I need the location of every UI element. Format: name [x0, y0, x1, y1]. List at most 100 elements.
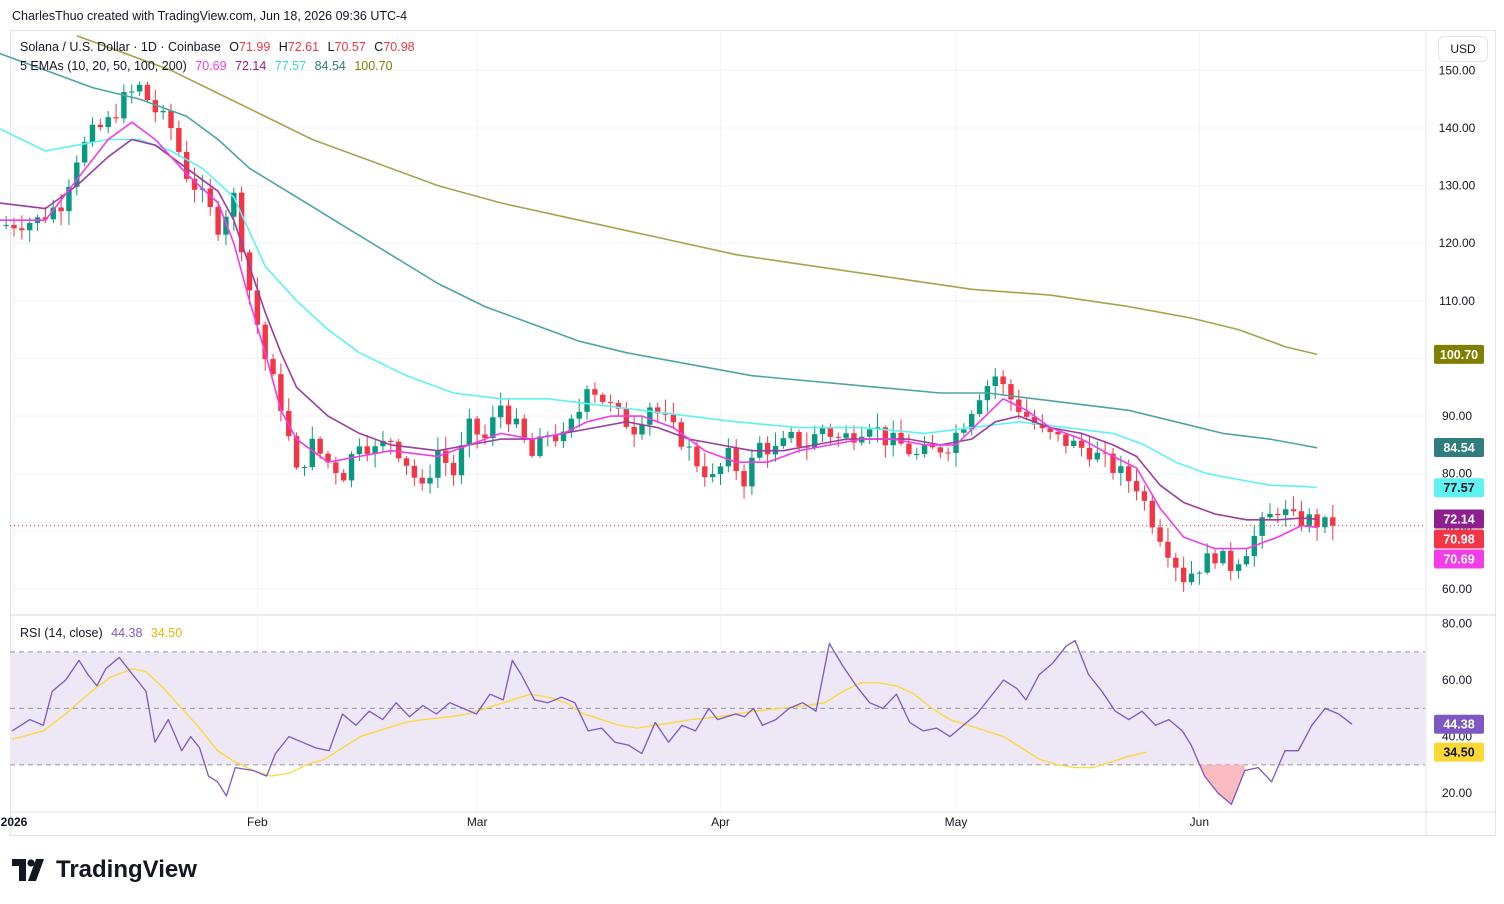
candle-body [427, 477, 433, 484]
candle-body [592, 389, 598, 395]
price-tick-label: 140.00 [1439, 121, 1476, 135]
candle-body [144, 84, 151, 101]
candle-body [380, 440, 386, 447]
candle-body [152, 100, 158, 113]
candle-body [482, 434, 488, 439]
candle-body [317, 438, 323, 454]
candle-body [1094, 452, 1100, 460]
price-tick-label: 90.00 [1442, 409, 1472, 423]
candle-body [97, 124, 104, 128]
chart-frame [10, 30, 1496, 836]
candle-body [607, 401, 614, 403]
candle-body [505, 405, 512, 425]
candle-body [1102, 452, 1108, 454]
candle-body [1204, 553, 1210, 573]
candle-body [851, 433, 857, 443]
candle-body [1243, 556, 1250, 565]
time-tick-label: 2026 [1, 815, 28, 829]
candle-body [898, 432, 904, 444]
candle-body [670, 414, 677, 423]
price-badge: 72.14 [1443, 512, 1474, 526]
currency-button[interactable]: USD [1438, 36, 1488, 62]
candle-body [560, 431, 567, 442]
price-badge-bg [1434, 509, 1484, 529]
tradingview-logo[interactable]: TradingView [12, 856, 197, 884]
candle-body [474, 418, 480, 435]
candle-body [1126, 466, 1132, 482]
candle-body [58, 207, 64, 212]
candle-body [906, 443, 912, 455]
candle-body [709, 474, 716, 478]
price-badge-bg [1434, 344, 1484, 364]
candle-body [270, 359, 276, 375]
rsi-ma-line [11, 668, 1147, 777]
candle-body [812, 434, 818, 448]
candle-body [804, 446, 810, 448]
candle-body [498, 405, 504, 418]
rsi-value: 44.38 [111, 626, 143, 640]
candle-body [1133, 481, 1140, 492]
rsi-band [10, 651, 1425, 766]
candle-body [529, 438, 535, 456]
candle-body [1110, 453, 1116, 473]
price-badge-bg [1434, 529, 1484, 549]
candle-body [568, 418, 575, 432]
candle-body [1141, 491, 1148, 501]
candle-body [27, 222, 33, 231]
open-value: 71.99 [239, 40, 271, 54]
candle-body [780, 438, 786, 446]
candle-body [176, 128, 182, 152]
candle-body [1055, 432, 1061, 435]
candle-body [655, 407, 661, 414]
candle-body [1235, 564, 1242, 571]
rsi-ma-value: 34.50 [150, 626, 183, 640]
candle-body [419, 477, 425, 484]
candle-body [207, 188, 213, 207]
time-tick-label: May [945, 815, 968, 829]
ema200-line [76, 35, 1318, 356]
candle-body [466, 418, 472, 446]
rsi-badge: 44.38 [1443, 718, 1474, 732]
price-tick-label: 60.00 [1442, 582, 1472, 596]
candle-body [1212, 553, 1218, 564]
candle-body [348, 454, 355, 481]
candle-body [3, 224, 9, 226]
candle-body [403, 458, 410, 466]
candle-body [741, 470, 747, 487]
tradingview-logo-icon [12, 859, 44, 881]
rsi-background-band [10, 651, 1425, 765]
close-value: 70.98 [383, 40, 415, 54]
candle-body [1275, 513, 1281, 516]
candle-body [1078, 440, 1085, 448]
candle-body [238, 192, 245, 253]
candle-body [600, 394, 606, 402]
ema100-line [0, 52, 1318, 449]
candle-body [1180, 567, 1187, 583]
candle-body [113, 117, 119, 119]
rsi-tick-label: 60.00 [1442, 673, 1472, 687]
candle-body [1188, 573, 1195, 583]
candle-body [969, 414, 975, 430]
candle-body [686, 446, 692, 448]
candle-body [395, 441, 402, 459]
ema20-line [0, 138, 1318, 521]
candle-body [521, 418, 527, 439]
price-badge-bg [1434, 438, 1484, 458]
candle-body [827, 428, 834, 437]
high-value: 72.61 [287, 40, 320, 54]
candle-body [584, 389, 590, 412]
candle-body [1023, 411, 1030, 417]
ema20-value: 72.14 [235, 59, 267, 73]
candle-body [364, 446, 370, 454]
rsi-badge-bg [1434, 742, 1484, 762]
candle-body [450, 462, 457, 476]
candle-body [749, 457, 755, 487]
candle-body [796, 431, 802, 447]
candle-body [372, 446, 378, 454]
candle-body [301, 467, 308, 469]
candle-body [1330, 517, 1336, 526]
rsi-tick-label: 80.00 [1442, 617, 1472, 631]
rsi-badge: 34.50 [1443, 746, 1474, 760]
candle-body [537, 436, 543, 456]
